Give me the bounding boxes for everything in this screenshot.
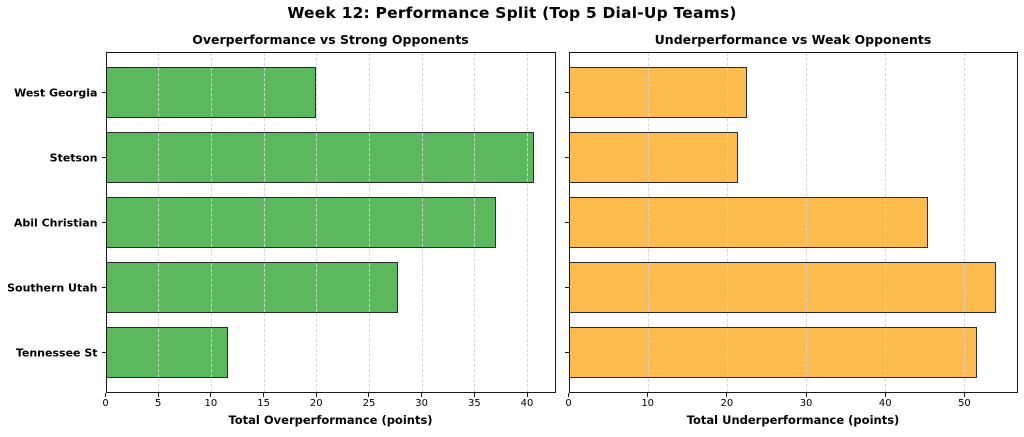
bar-west-georgia — [568, 66, 748, 119]
bar-row-southern-utah — [568, 255, 1018, 320]
gridline-x-30 — [806, 53, 808, 392]
gridline-x-50 — [964, 53, 966, 392]
figure-title: Week 12: Performance Split (Top 5 Dial-U… — [287, 4, 737, 22]
category-label-tennessee-st: Tennessee St — [15, 346, 98, 359]
plot-title: Underperformance vs Weak Opponents — [654, 32, 932, 47]
gridline-x-20 — [726, 53, 728, 392]
x-tick-mark — [315, 393, 317, 397]
bar-tennessee-st — [105, 326, 228, 379]
x-tick-label: 20 — [720, 398, 734, 409]
x-tick-mark — [263, 393, 265, 397]
bar-stetson — [105, 131, 535, 184]
x-tick-label: 5 — [155, 398, 162, 409]
gridline-x-30 — [421, 53, 423, 392]
y-tick-mark — [101, 92, 106, 93]
x-axis-label: Total Overperformance (points) — [228, 413, 433, 427]
bar-tennessee-st — [568, 326, 978, 379]
y-tick-mark — [564, 352, 569, 353]
bar-row-stetson — [568, 125, 1018, 190]
gridline-x-40 — [885, 53, 887, 392]
x-tick-mark — [210, 393, 212, 397]
category-label-stetson: Stetson — [49, 151, 98, 164]
bar-row-abil-christian — [568, 190, 1018, 255]
x-tick-label: 25 — [362, 398, 376, 409]
bar-row-west-georgia — [568, 60, 1018, 125]
bar-southern-utah — [105, 261, 399, 314]
y-tick-mark — [101, 287, 106, 288]
gridline-x-25 — [368, 53, 370, 392]
x-tick-label: 50 — [958, 398, 971, 409]
x-tick-label: 15 — [257, 398, 270, 409]
bar-abil-christian — [568, 196, 929, 249]
chart-overperformance: Overperformance vs Strong Opponents 0 5 10 1… — [7, 32, 556, 427]
x-tick-mark — [884, 393, 886, 397]
y-tick-mark — [564, 287, 569, 288]
gridline-x-35 — [474, 53, 476, 392]
bars-container — [568, 60, 1018, 385]
x-tick-mark — [963, 393, 965, 397]
x-tick-mark — [105, 393, 106, 397]
y-tick-mark — [101, 222, 106, 223]
x-tick-label: 35 — [467, 398, 481, 409]
category-label-west-georgia: West Georgia — [14, 86, 98, 99]
bar-row-stetson — [105, 125, 556, 190]
x-tick-mark — [568, 393, 569, 397]
x-tick-mark — [805, 393, 807, 397]
gridline-x-40 — [527, 53, 529, 392]
x-tick-mark — [157, 393, 159, 397]
x-tick-label: 30 — [799, 398, 813, 409]
y-tick-mark — [101, 352, 106, 353]
x-tick-mark — [421, 393, 423, 397]
bar-row-tennessee-st — [105, 320, 556, 385]
bars-container — [105, 60, 556, 385]
bar-row-southern-utah — [105, 255, 556, 320]
y-tick-mark — [101, 157, 106, 158]
x-tick-label: 0 — [102, 398, 109, 409]
x-tick-label: 20 — [309, 398, 323, 409]
gridline-x-10 — [210, 53, 212, 392]
bar-row-abil-christian — [105, 190, 556, 255]
gridline-x-15 — [263, 53, 265, 392]
plot-title: Overperformance vs Strong Opponents — [192, 32, 469, 47]
x-tick-mark — [368, 393, 370, 397]
x-axis-label: Total Underperformance (points) — [686, 413, 900, 427]
x-tick-label: 40 — [520, 398, 534, 409]
bar-row-west-georgia — [105, 60, 556, 125]
x-tick-label: 10 — [641, 398, 655, 409]
bar-abil-christian — [105, 196, 497, 249]
x-tick-label: 40 — [878, 398, 892, 409]
y-tick-mark — [564, 222, 569, 223]
x-tick-label: 30 — [415, 398, 429, 409]
gridline-x-10 — [647, 53, 649, 392]
bar-southern-utah — [568, 261, 997, 314]
x-tick-mark — [647, 393, 649, 397]
x-tick-label: 0 — [565, 398, 572, 409]
x-tick-mark — [526, 393, 528, 397]
gridline-x-5 — [158, 53, 160, 392]
x-tick-mark — [726, 393, 728, 397]
y-tick-mark — [564, 92, 569, 93]
category-label-southern-utah: Southern Utah — [7, 281, 98, 294]
x-tick-mark — [473, 393, 475, 397]
gridline-x-20 — [316, 53, 318, 392]
category-label-abil-christian: Abil Christian — [13, 216, 98, 229]
bar-stetson — [568, 131, 738, 184]
x-tick-label: 10 — [204, 398, 218, 409]
bar-row-tennessee-st — [568, 320, 1018, 385]
y-tick-mark — [564, 157, 569, 158]
chart-underperformance: Underperformance vs Weak Opponents 0 10 20 3… — [564, 32, 1018, 427]
